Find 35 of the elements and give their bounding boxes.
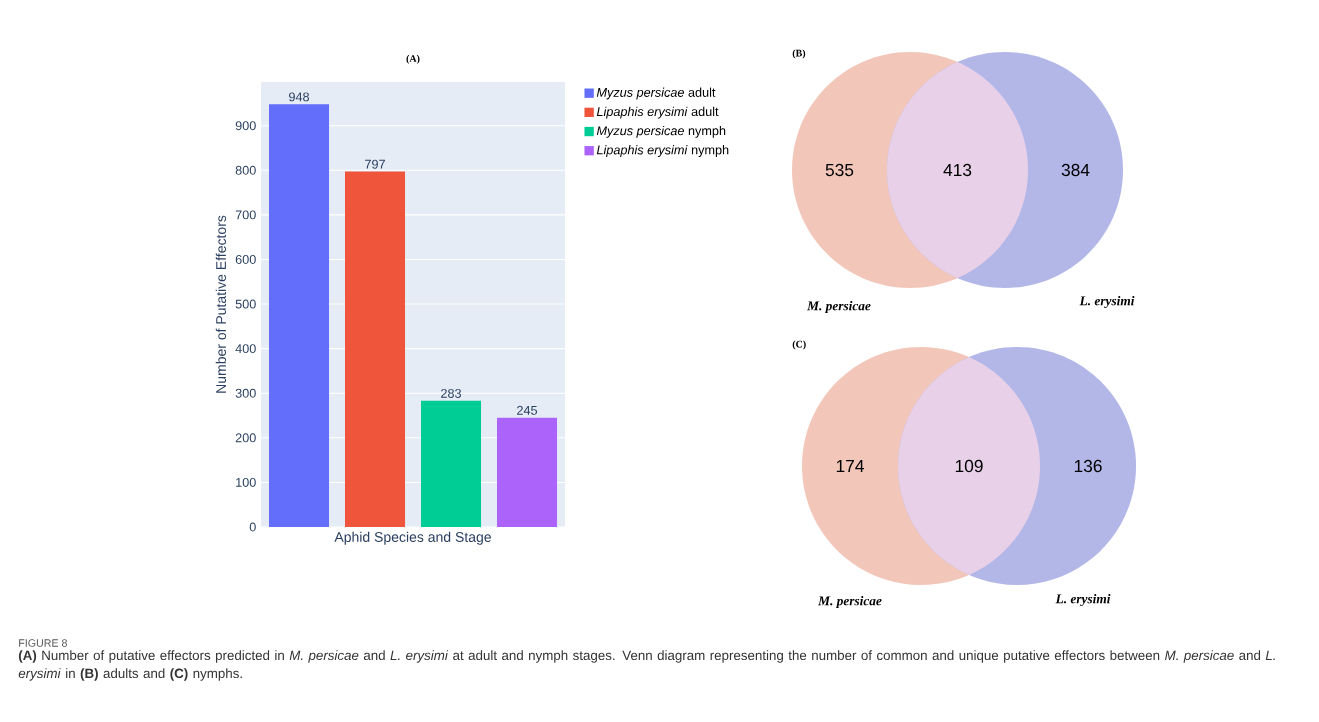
category-label: M. persicae — [818, 595, 882, 609]
y-tick-label: 100 — [236, 477, 256, 487]
legend-label: Myzus persicae nymph — [596, 125, 726, 138]
legend-label: Lipaphis erysimi nymph — [596, 145, 729, 157]
data-label: 948 — [289, 92, 310, 102]
category-label: L. erysimi — [1055, 593, 1111, 607]
caption: FIGURE 8 — [19, 639, 67, 647]
legend-label: Myzus persicae adult — [596, 87, 716, 100]
data-label: 174 — [836, 460, 864, 472]
x-axis-title: Aphid Species and Stage — [334, 531, 491, 545]
y-tick-label: 700 — [235, 210, 256, 220]
y-tick-label: 500 — [235, 299, 256, 309]
text: (C) — [792, 340, 806, 350]
data-label: 413 — [943, 163, 972, 177]
y-tick-label: 800 — [235, 165, 256, 175]
data-label: 245 — [517, 405, 538, 415]
category-label: L. erysimi — [1079, 295, 1135, 309]
y-tick-label: 300 — [235, 388, 256, 398]
data-label: 283 — [441, 388, 462, 398]
data-label: 797 — [365, 159, 385, 169]
y-tick-label: 400 — [235, 344, 256, 354]
chart-title: (A) — [406, 54, 420, 64]
data-label: 136 — [1074, 459, 1102, 473]
y-tick-label: 900 — [235, 121, 256, 131]
data-label: 109 — [955, 459, 983, 473]
legend-label: Lipaphis erysimi adult — [596, 106, 719, 119]
text: (A) Number of putative effectors predicted in M. persicae and L. erysimi at adult and nymph stages. Venn diagram representing the number of common and unique putative effectors between M. persicae and L. erysimi in (B) adults and (C) nymphs. — [18, 650, 1275, 681]
text: (B) — [792, 49, 806, 59]
y-tick-label: 200 — [235, 433, 256, 443]
data-label: 384 — [1061, 163, 1090, 177]
y-axis-title: Number of Putative Effectors — [215, 215, 227, 393]
y-tick-label: 600 — [235, 254, 256, 264]
category-label: M. persicae — [807, 300, 871, 314]
data-label: 535 — [825, 163, 854, 177]
y-tick-label: 0 — [249, 522, 256, 532]
